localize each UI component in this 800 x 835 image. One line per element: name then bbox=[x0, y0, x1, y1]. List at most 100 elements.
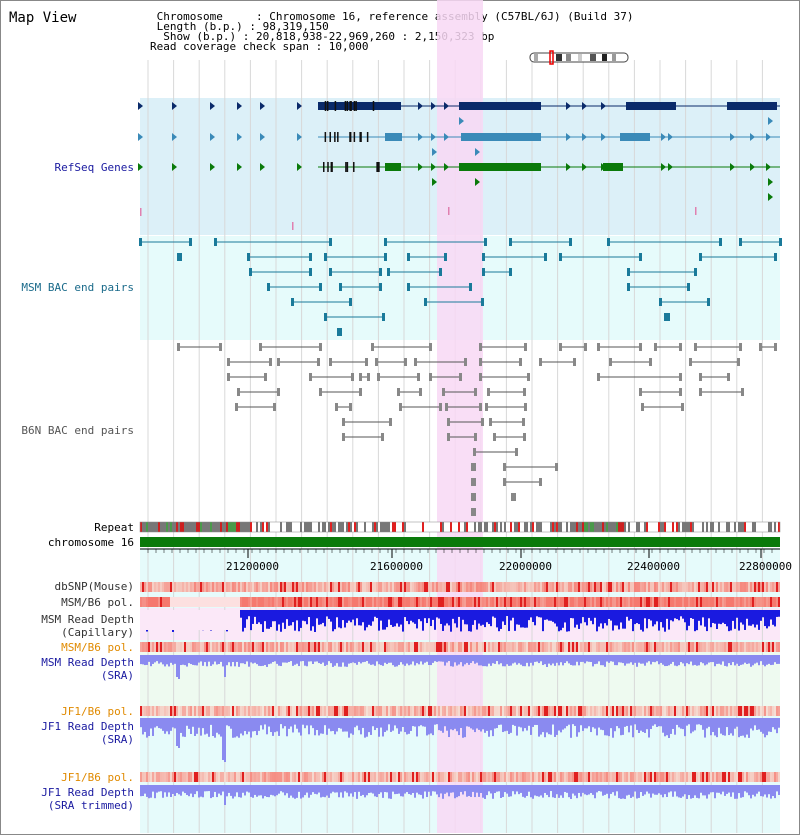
pol-heat-cell bbox=[742, 706, 744, 716]
bac-end bbox=[649, 358, 652, 366]
depth-bar bbox=[558, 718, 560, 731]
bac-end bbox=[679, 388, 682, 396]
pol-heat-cell bbox=[502, 772, 504, 782]
bac-end bbox=[597, 343, 600, 351]
repeat-mark bbox=[668, 522, 670, 532]
label-msm-depth-capillary[interactable]: MSM Read Depth bbox=[41, 613, 134, 626]
pol-heat-cell bbox=[260, 706, 262, 716]
pol-heat-cell bbox=[736, 642, 738, 652]
bac-end bbox=[342, 433, 345, 441]
depth-bar bbox=[606, 610, 608, 626]
depth-bar bbox=[612, 718, 614, 738]
repeat-mark bbox=[448, 522, 450, 532]
pol-heat-cell bbox=[154, 772, 156, 782]
bac-end bbox=[679, 373, 682, 381]
depth-bar bbox=[546, 718, 548, 733]
pol-heat-cell bbox=[402, 642, 404, 652]
label-msm-depth-sra[interactable]: MSM Read Depth bbox=[41, 656, 134, 669]
bac-end bbox=[419, 388, 422, 396]
pol-heat-cell bbox=[754, 582, 756, 592]
repeat-mark bbox=[258, 522, 260, 532]
pol-heat-cell bbox=[378, 582, 380, 592]
repeat-mark bbox=[428, 522, 430, 532]
label-msm-b6-pol-2[interactable]: MSM/B6 pol. bbox=[61, 641, 134, 654]
pol-heat-cell bbox=[372, 582, 374, 592]
depth-bar bbox=[176, 785, 178, 793]
depth-bar bbox=[682, 610, 684, 619]
bac-end bbox=[317, 358, 320, 366]
depth-bar bbox=[768, 785, 770, 795]
pol-heat-cell bbox=[520, 642, 522, 652]
pol-heat-cell bbox=[726, 706, 728, 716]
pol-heat-cell bbox=[284, 642, 286, 652]
pol-heat-cell bbox=[184, 772, 186, 782]
pol-heat-cell bbox=[186, 582, 188, 592]
depth-bar bbox=[644, 785, 646, 795]
pol-heat-cell bbox=[726, 597, 728, 607]
repeat-mark bbox=[270, 522, 272, 532]
pol-heat-cell bbox=[326, 772, 328, 782]
depth-bar bbox=[290, 785, 292, 796]
repeat-mark bbox=[194, 522, 196, 532]
pol-heat-cell bbox=[714, 706, 716, 716]
pol-heat-cell bbox=[590, 642, 592, 652]
depth-bar bbox=[650, 655, 652, 665]
pol-heat-cell bbox=[166, 582, 168, 592]
depth-bar bbox=[574, 785, 576, 796]
pol-heat-cell bbox=[676, 706, 678, 716]
depth-bar bbox=[732, 718, 734, 736]
label-dbsnp[interactable]: dbSNP(Mouse) bbox=[54, 580, 134, 593]
label-msm-b6-pol-1[interactable]: MSM/B6 pol. bbox=[61, 596, 134, 609]
depth-bar bbox=[298, 610, 300, 632]
label-jf1-depth-trimmed[interactable]: JF1 Read Depth bbox=[41, 786, 134, 799]
depth-bar bbox=[262, 718, 264, 730]
pol-heat-cell bbox=[446, 642, 448, 652]
repeat-mark bbox=[398, 522, 400, 532]
depth-bar bbox=[508, 785, 510, 797]
pol-heat-cell bbox=[386, 642, 388, 652]
pol-heat-cell bbox=[700, 582, 702, 592]
depth-bar bbox=[656, 718, 658, 727]
depth-bar bbox=[310, 655, 312, 662]
pol-heat-cell bbox=[420, 597, 422, 607]
label-msm-bac[interactable]: MSM BAC end pairs bbox=[21, 281, 134, 294]
depth-bar bbox=[182, 655, 184, 665]
pol-heat-cell bbox=[254, 642, 256, 652]
pol-heat-cell bbox=[548, 772, 550, 782]
pol-heat-cell bbox=[386, 706, 388, 716]
repeat-mark bbox=[304, 522, 306, 532]
label-jf1-depth-sra[interactable]: JF1 Read Depth bbox=[41, 720, 134, 733]
depth-bar bbox=[334, 655, 336, 666]
depth-bar bbox=[586, 718, 588, 729]
depth-bar bbox=[662, 655, 664, 665]
depth-bar bbox=[610, 655, 612, 662]
depth-bar bbox=[668, 655, 670, 666]
depth-bar bbox=[220, 655, 222, 662]
pol-heat-cell bbox=[752, 772, 754, 782]
pol-heat-cell bbox=[736, 597, 738, 607]
repeat-mark bbox=[484, 522, 486, 532]
depth-bar bbox=[740, 610, 742, 623]
depth-bar bbox=[394, 655, 396, 667]
pol-heat-cell bbox=[246, 706, 248, 716]
depth-bar bbox=[394, 785, 396, 795]
depth-bar bbox=[236, 655, 238, 662]
label-jf1-b6-pol-2[interactable]: JF1/B6 pol. bbox=[61, 771, 134, 784]
label-refseq-genes[interactable]: RefSeq Genes bbox=[54, 161, 134, 174]
pol-heat-cell bbox=[356, 642, 358, 652]
pol-heat-cell bbox=[478, 597, 480, 607]
pol-heat-cell bbox=[686, 642, 688, 652]
pol-heat-cell bbox=[740, 772, 742, 782]
pol-heat-cell bbox=[290, 772, 292, 782]
repeat-mark bbox=[218, 522, 220, 532]
pol-heat-cell bbox=[264, 772, 266, 782]
label-b6n-bac[interactable]: B6N BAC end pairs bbox=[21, 424, 134, 437]
repeat-mark bbox=[168, 522, 170, 532]
pol-heat-cell bbox=[522, 582, 524, 592]
repeat-mark bbox=[712, 522, 714, 532]
repeat-mark bbox=[236, 522, 238, 532]
depth-bar bbox=[452, 785, 454, 793]
depth-bar bbox=[744, 785, 746, 792]
label-jf1-b6-pol-1[interactable]: JF1/B6 pol. bbox=[61, 705, 134, 718]
